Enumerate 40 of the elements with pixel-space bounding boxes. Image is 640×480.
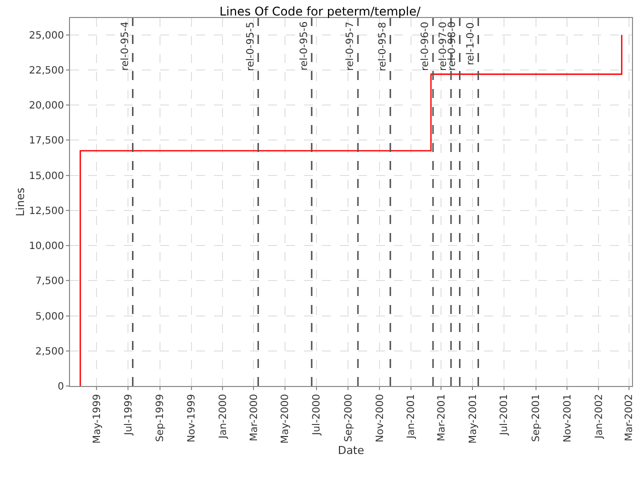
x-tick-label: Jan-2001 xyxy=(406,394,418,440)
x-tick-label: Nov-1999 xyxy=(186,394,198,442)
ref-line-label: rel-0-95-4 xyxy=(120,21,131,71)
y-tick-label: 25,000 xyxy=(29,30,64,42)
y-axis-title: Lines xyxy=(14,187,27,216)
y-tick-label: 2,500 xyxy=(35,346,64,358)
ref-line-label: rel-0-96-0 xyxy=(420,22,432,71)
ref-line-label: rel-1-0-0 xyxy=(465,22,476,66)
x-tick-label: Jan-2002 xyxy=(594,394,605,440)
x-tick-label: Jan-2000 xyxy=(218,394,229,440)
x-tick-label: Jul-2000 xyxy=(312,394,323,436)
x-tick-label: May-2000 xyxy=(280,394,292,444)
x-tick-label: Mar-2000 xyxy=(248,394,260,442)
ref-line-label: rel-0-95-6 xyxy=(298,21,310,71)
x-tick-label: Nov-2001 xyxy=(562,394,574,442)
chart-title: Lines Of Code for peterm/temple/ xyxy=(219,4,422,19)
x-tick-label: Sep-2001 xyxy=(531,394,542,442)
x-tick-label: Nov-2000 xyxy=(374,394,386,442)
y-tick-label: 12,500 xyxy=(29,206,64,217)
ref-line-label: rel-0-95-8 xyxy=(377,22,388,72)
x-tick-label: Jul-1999 xyxy=(123,394,134,436)
x-tick-label: Mar-2002 xyxy=(624,394,636,442)
y-tick-label: 17,500 xyxy=(29,136,64,147)
y-tick-label: 7,500 xyxy=(35,276,64,288)
ref-line-label: rel-0-95-7 xyxy=(345,22,356,71)
y-tick-label: 20,000 xyxy=(29,100,64,112)
x-tick-label: Sep-1999 xyxy=(155,394,166,442)
ref-line-label: rel-0-98-0 xyxy=(446,21,458,71)
ref-line-label: rel-0-95-5 xyxy=(245,22,256,72)
x-tick-label: Mar-2001 xyxy=(436,394,448,442)
y-tick-label: 0 xyxy=(58,382,64,392)
x-tick-label: May-1999 xyxy=(92,394,103,444)
x-axis-title: Date xyxy=(338,444,364,457)
y-tick-label: 22,500 xyxy=(29,65,64,76)
y-tick-label: 5,000 xyxy=(35,311,64,322)
x-tick-label: May-2001 xyxy=(468,394,479,444)
x-tick-label: Sep-2000 xyxy=(343,394,354,442)
x-tick-label: Jul-2001 xyxy=(499,394,510,436)
y-tick-label: 15,000 xyxy=(29,170,64,182)
y-tick-label: 10,000 xyxy=(29,241,64,252)
